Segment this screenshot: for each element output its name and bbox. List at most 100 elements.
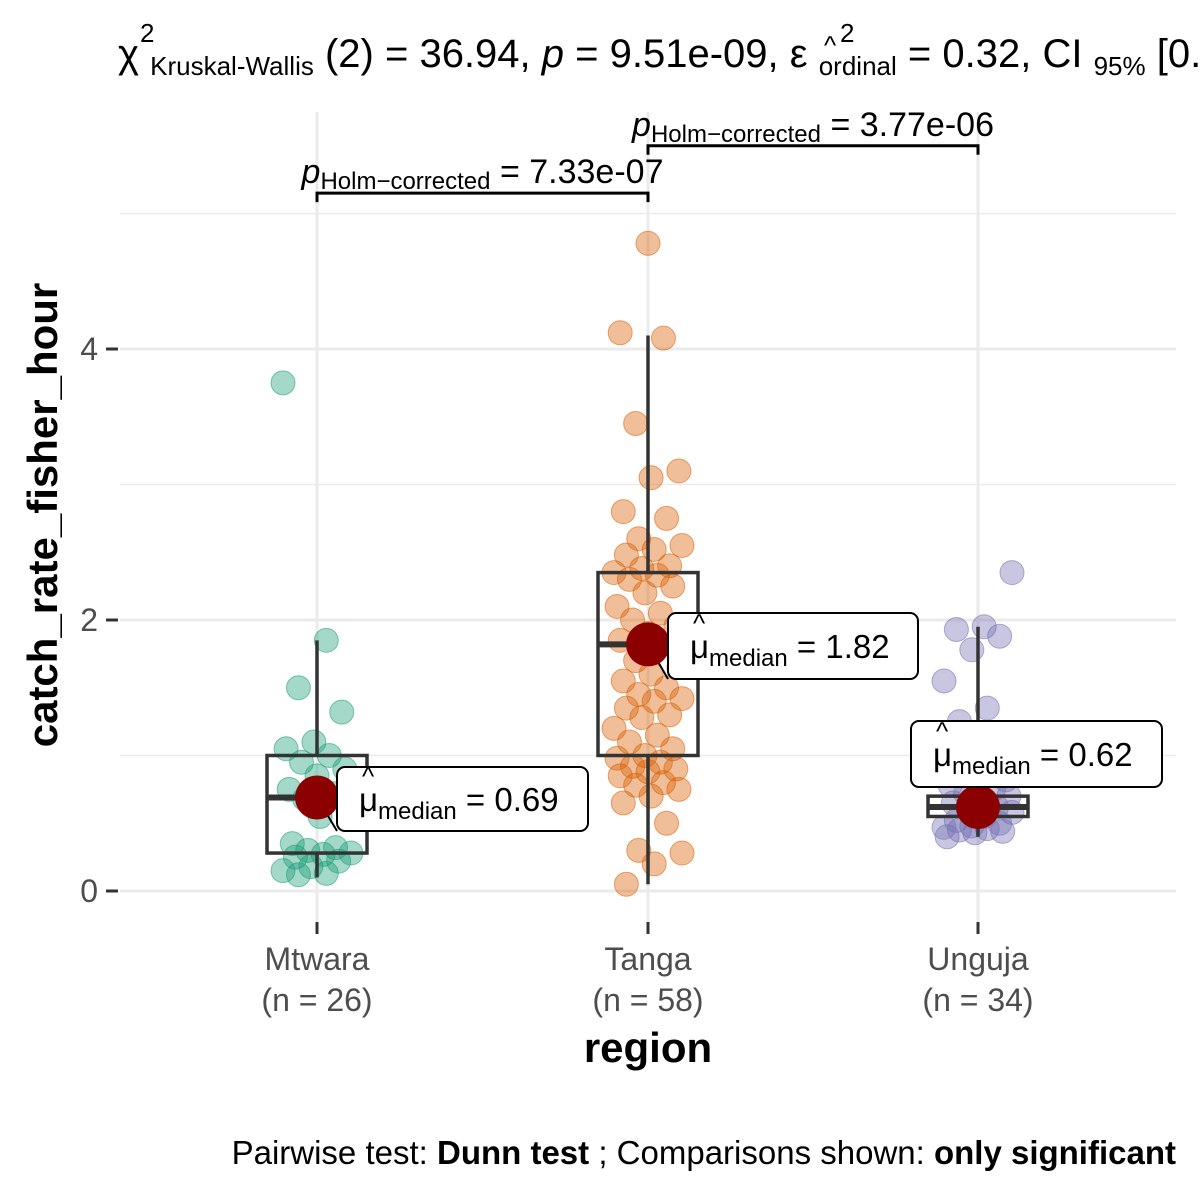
x-axis-title: region xyxy=(584,1024,712,1071)
median-labels: ^μmedian = 0.69^μmedian = 1.82^μmedian =… xyxy=(295,608,1163,832)
x-tick-label: Mtwara xyxy=(265,941,370,977)
caption-shown: only significant xyxy=(934,1134,1176,1171)
data-point xyxy=(629,705,655,731)
comparison-bracket xyxy=(646,144,980,155)
data-point xyxy=(660,573,686,599)
data-point xyxy=(644,562,670,588)
data-point xyxy=(607,763,633,789)
median-label-box xyxy=(910,720,1163,788)
data-point xyxy=(635,230,661,256)
comparison-bracket xyxy=(315,191,650,203)
data-point xyxy=(987,623,1013,649)
comparison-p-symbol: p xyxy=(631,106,651,144)
data-point xyxy=(990,818,1016,844)
caption: Pairwise test: Dunn test ; Comparisons s… xyxy=(232,1134,1176,1171)
median-label-hat: ^ xyxy=(693,608,706,638)
median-label-box xyxy=(336,766,589,832)
caption-part2: ; Comparisons shown: xyxy=(598,1134,934,1171)
x-tick-label: Unguja xyxy=(927,941,1029,977)
data-point xyxy=(999,560,1025,586)
data-point xyxy=(313,860,339,886)
median-label: μmedian = 0.62 xyxy=(933,736,1133,780)
p-text: = 9.51e-09, xyxy=(575,32,790,76)
p-symbol: p xyxy=(541,32,564,76)
data-point xyxy=(613,695,639,721)
effsize-superscript: 2 xyxy=(840,18,854,48)
y-tick-label: 4 xyxy=(80,331,98,367)
data-point xyxy=(270,370,296,396)
median-subscript: median xyxy=(952,753,1031,780)
data-point xyxy=(641,851,667,877)
caption-part1: Pairwise test: xyxy=(232,1134,437,1171)
data-point xyxy=(313,627,339,653)
x-tick-n-label: (n = 58) xyxy=(592,982,703,1018)
data-point xyxy=(931,668,957,694)
data-point xyxy=(943,616,969,642)
chi-superscript: 2 xyxy=(140,18,154,48)
median-point xyxy=(295,775,339,820)
data-point xyxy=(329,699,355,725)
data-point xyxy=(638,465,664,491)
median-symbol: μ xyxy=(933,736,952,773)
test-subscript: Kruskal-Wallis xyxy=(150,51,314,81)
median-point xyxy=(626,622,670,667)
median-point xyxy=(956,784,1000,829)
caption-test-name: Dunn test xyxy=(437,1134,589,1171)
median-label-box xyxy=(667,612,919,680)
ci-subscript: 95% xyxy=(1094,51,1146,81)
data-point xyxy=(270,858,296,884)
data-point xyxy=(285,675,311,701)
data-point xyxy=(638,783,664,809)
median-label-hat: ^ xyxy=(362,761,375,791)
y-tick-label: 2 xyxy=(80,602,98,638)
data-point xyxy=(669,532,695,558)
data-point xyxy=(623,411,649,437)
ci-tail: [0.22, 1.00], n xyxy=(1157,32,1200,76)
x-tick-n-label: (n = 34) xyxy=(922,982,1033,1018)
median-label-hat: ^ xyxy=(936,716,949,746)
y-axis: 0 2 4 xyxy=(80,331,118,909)
data-point xyxy=(666,458,692,484)
statistic-text: (2) = 36.94, xyxy=(325,32,542,76)
median-value: = 1.82 xyxy=(788,628,890,665)
x-axis: Mtwara (n = 26) Tanga (n = 58) Unguja (n = 34… xyxy=(261,922,1034,1018)
comparison-p-symbol: p xyxy=(301,153,321,191)
comparison-label: pHolm−corrected = 3.77e-06 xyxy=(631,106,994,148)
median-label: μmedian = 0.69 xyxy=(359,781,559,825)
y-tick-label: 0 xyxy=(80,873,98,909)
data-point xyxy=(654,810,680,836)
data-point xyxy=(654,505,680,531)
median-subscript: median xyxy=(709,645,788,672)
data-point xyxy=(650,325,676,351)
comparison-p-subscript: Holm−corrected xyxy=(320,168,490,195)
data-point xyxy=(613,871,639,897)
median-symbol: μ xyxy=(359,781,378,818)
data-point xyxy=(285,862,311,888)
data-point xyxy=(607,320,633,346)
data-point xyxy=(295,837,321,863)
chi-symbol: χ xyxy=(118,32,139,76)
data-point xyxy=(666,776,692,802)
x-tick-label: Tanga xyxy=(604,941,691,977)
effsize-subscript: ordinal xyxy=(819,51,897,81)
x-tick-n-label: (n = 26) xyxy=(261,982,372,1018)
comparison-label: pHolm−corrected = 7.33e-07 xyxy=(301,153,664,195)
effsize-hat: ^ xyxy=(824,30,837,60)
comparison-p-subscript: Holm−corrected xyxy=(651,121,821,148)
data-point xyxy=(959,637,985,663)
chart-header: χ Kruskal-Wallis (2) = 36.94, p = 9.51e-… xyxy=(118,32,1200,84)
effsize-text: = 0.32, CI xyxy=(908,32,1083,76)
comparison-p-value: = 7.33e-07 xyxy=(491,153,664,191)
data-point xyxy=(610,790,636,816)
comparison-p-value: = 3.77e-06 xyxy=(821,106,994,144)
median-value: = 0.62 xyxy=(1031,736,1133,773)
median-label: μmedian = 1.82 xyxy=(690,628,890,672)
significance-brackets: pHolm−corrected = 7.33e-07pHolm−correcte… xyxy=(301,106,994,203)
effsize-symbol: ε xyxy=(790,32,808,76)
median-symbol: μ xyxy=(690,628,709,665)
median-subscript: median xyxy=(378,798,457,825)
data-point xyxy=(669,840,695,866)
median-value: = 0.69 xyxy=(457,781,559,818)
data-point xyxy=(657,702,683,728)
